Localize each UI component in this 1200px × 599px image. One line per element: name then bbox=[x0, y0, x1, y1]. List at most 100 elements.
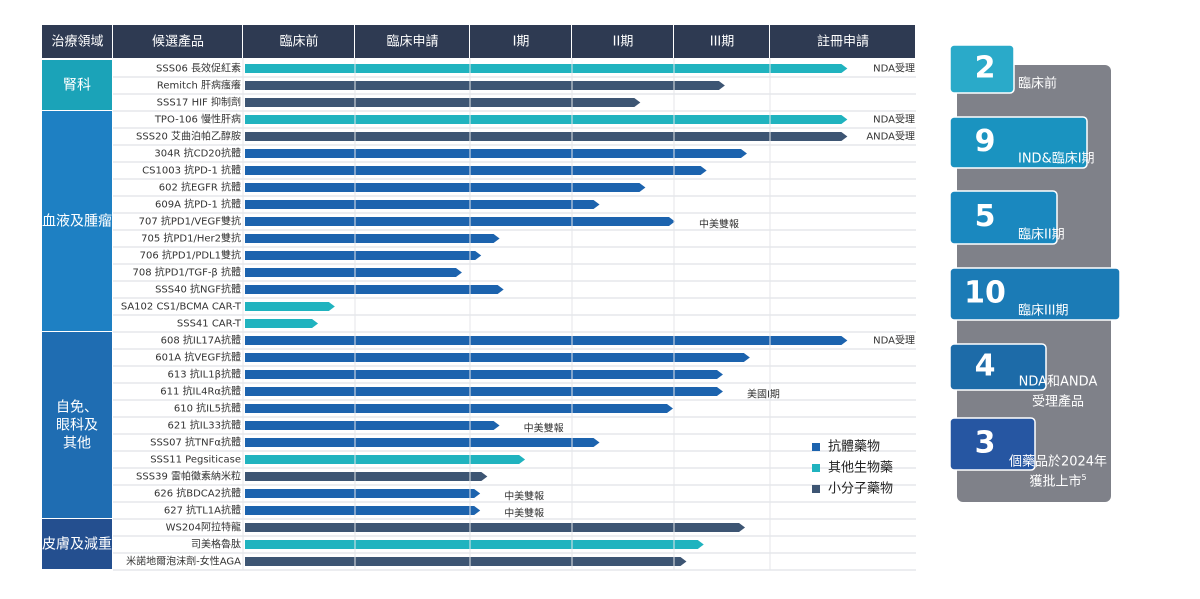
product-name: SSS06 長效促紅素 bbox=[156, 62, 241, 75]
header-cell bbox=[572, 25, 673, 58]
summary-box bbox=[949, 343, 1047, 391]
summary-box bbox=[949, 190, 1058, 245]
header-cell bbox=[355, 25, 469, 58]
summary-count: 9 bbox=[975, 124, 996, 159]
header-label: 臨床前 bbox=[279, 34, 318, 50]
product-name: 司美格魯肽 bbox=[191, 538, 241, 551]
product-name: 601A 抗VEGF抗體 bbox=[155, 351, 241, 364]
bar-note: NDA受理 bbox=[873, 114, 915, 126]
product-name: 708 抗PD1/TGF-β 抗體 bbox=[132, 266, 241, 279]
progress-bar bbox=[245, 81, 725, 90]
summary-box bbox=[949, 417, 1036, 471]
area-label: 自免、眼科及其他 bbox=[56, 400, 98, 452]
product-name: SSS20 艾曲泊帕乙醇胺 bbox=[136, 130, 241, 143]
summary-label: 臨床前 bbox=[1018, 76, 1057, 92]
header-label: 註冊申請 bbox=[817, 35, 869, 50]
legend-label: 其他生物藥 bbox=[828, 461, 893, 476]
product-name: SSS17 HIF 抑制劑 bbox=[157, 96, 241, 109]
product-name: 610 抗IL5抗體 bbox=[174, 402, 241, 415]
bar-note: ANDA受理 bbox=[866, 131, 915, 143]
product-name: 626 抗BDCA2抗體 bbox=[154, 487, 241, 500]
progress-bar bbox=[245, 302, 335, 311]
product-name: Remitch 肝病瘙癢 bbox=[157, 79, 241, 92]
product-name: SSS07 抗TNFα抗體 bbox=[150, 436, 241, 449]
progress-bar bbox=[245, 115, 848, 124]
summary-label: NDA和ANDA bbox=[1019, 375, 1098, 390]
legend-swatch bbox=[812, 443, 820, 451]
progress-bar bbox=[245, 540, 704, 549]
progress-bar bbox=[245, 98, 641, 107]
header-cell bbox=[243, 25, 354, 58]
product-name: 707 抗PD1/VEGF雙抗 bbox=[139, 215, 241, 228]
footnote: 5 bbox=[1081, 473, 1086, 482]
product-name: CS1003 抗PD-1 抗體 bbox=[142, 164, 241, 177]
progress-bar bbox=[245, 183, 646, 192]
summary-label: 個藥品於2024年 bbox=[1009, 454, 1107, 470]
header-cell bbox=[42, 25, 112, 58]
progress-bar bbox=[245, 506, 481, 515]
header-label: III期 bbox=[710, 35, 735, 50]
product-name: 608 抗IL17A抗體 bbox=[161, 334, 241, 347]
header-label: 臨床申請 bbox=[386, 35, 438, 50]
progress-bar bbox=[245, 404, 673, 413]
area-label: 血液及腫瘤 bbox=[42, 213, 112, 230]
bar-note: 中美雙報 bbox=[504, 490, 544, 503]
header-label: I期 bbox=[513, 35, 530, 50]
summary-box bbox=[949, 44, 1015, 94]
summary-count: 2 bbox=[975, 51, 996, 86]
summary-count: 4 bbox=[975, 349, 996, 384]
bar-note: NDA受理 bbox=[873, 63, 915, 75]
product-name: 627 抗TL1A抗體 bbox=[164, 504, 241, 517]
summary-label: IND&臨床I期 bbox=[1018, 152, 1095, 167]
legend-label: 抗體藥物 bbox=[828, 440, 880, 455]
progress-bar bbox=[245, 472, 488, 481]
progress-bar bbox=[245, 166, 707, 175]
progress-bar bbox=[245, 234, 500, 243]
header-label: II期 bbox=[613, 35, 634, 50]
product-name: 706 抗PD1/PDL1雙抗 bbox=[140, 249, 241, 262]
bar-note: 中美雙報 bbox=[504, 507, 544, 520]
product-name: 621 抗IL33抗體 bbox=[167, 419, 241, 432]
product-name: 602 抗EGFR 抗體 bbox=[159, 181, 241, 194]
bar-note: 中美雙報 bbox=[699, 218, 739, 231]
progress-bar bbox=[245, 438, 600, 447]
product-name: SA102 CS1/BCMA CAR-T bbox=[121, 302, 242, 313]
summary-count: 3 bbox=[975, 426, 996, 461]
area-label: 腎科 bbox=[63, 78, 91, 94]
product-name: 304R 抗CD20抗體 bbox=[154, 147, 241, 160]
progress-bar bbox=[245, 149, 747, 158]
progress-bar bbox=[245, 523, 746, 532]
header-cell bbox=[470, 25, 571, 58]
area-label: 皮膚及減重 bbox=[42, 536, 112, 553]
header-label: 候選產品 bbox=[152, 34, 204, 50]
summary-box bbox=[949, 267, 1121, 321]
area-cell bbox=[42, 332, 112, 518]
product-name: 611 抗IL4Rα抗體 bbox=[160, 385, 241, 398]
summary-label: 臨床III期 bbox=[1018, 304, 1069, 319]
area-cell bbox=[42, 519, 112, 569]
progress-bar bbox=[245, 285, 504, 294]
header-cell bbox=[113, 25, 242, 58]
legend-swatch bbox=[812, 485, 820, 493]
product-name: WS204阿拉特龍 bbox=[166, 521, 241, 534]
progress-bar bbox=[245, 251, 482, 260]
product-name: 609A 抗PD-1 抗體 bbox=[155, 198, 241, 211]
progress-bar bbox=[245, 370, 723, 379]
progress-bar bbox=[245, 217, 675, 226]
progress-bar bbox=[245, 387, 723, 396]
progress-bar bbox=[245, 268, 462, 277]
summary-count: 5 bbox=[975, 199, 996, 234]
area-cell bbox=[42, 60, 112, 110]
progress-bar bbox=[245, 421, 500, 430]
summary-label-2: 獲批上市5 bbox=[1029, 473, 1086, 490]
area-cell bbox=[42, 111, 112, 331]
product-name: SSS40 抗NGF抗體 bbox=[155, 283, 241, 296]
product-name: 613 抗IL1β抗體 bbox=[167, 368, 241, 381]
progress-bar bbox=[245, 132, 848, 141]
product-name: SSS11 Pegsiticase bbox=[150, 455, 241, 466]
progress-bar bbox=[245, 64, 848, 73]
progress-bar bbox=[245, 319, 319, 328]
product-name: 米諾地爾泡沫劑-女性AGA bbox=[126, 555, 241, 568]
product-name: SSS41 CAR-T bbox=[177, 319, 242, 330]
